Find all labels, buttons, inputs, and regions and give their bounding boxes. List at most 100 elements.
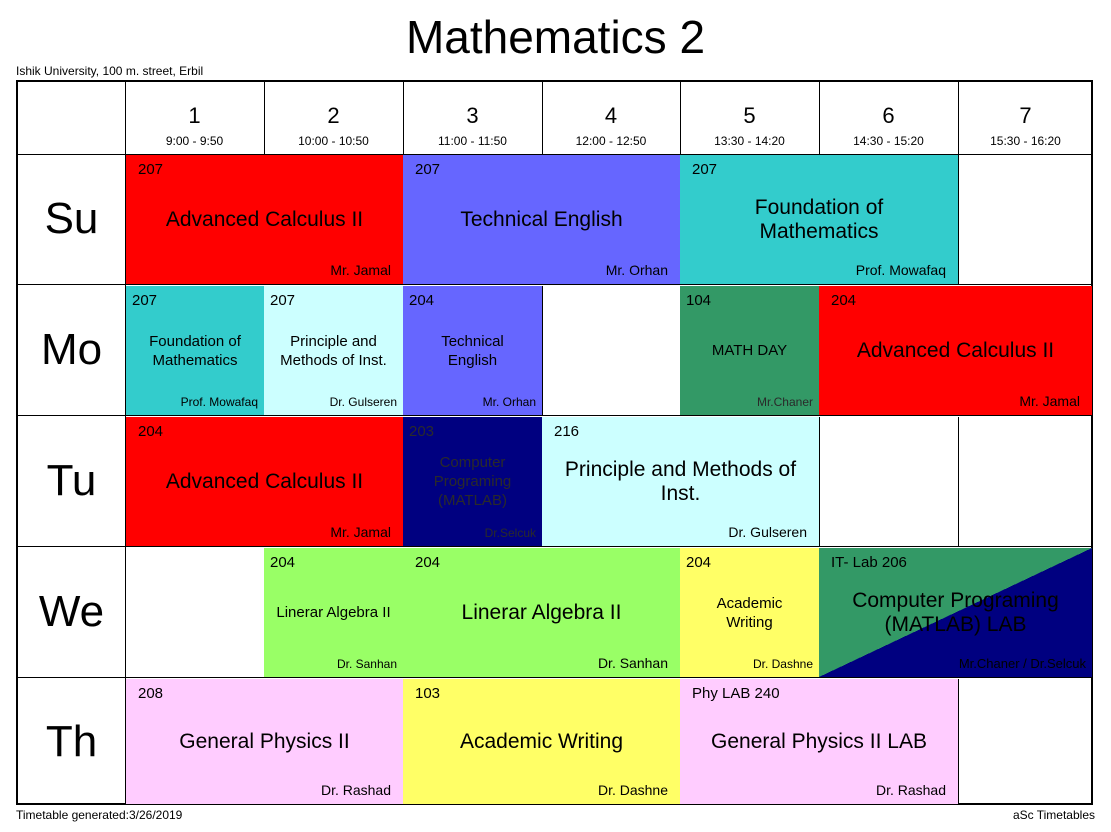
period-time: 10:00 - 10:50 — [298, 134, 369, 148]
period-2-header: 2 10:00 - 10:50 — [264, 82, 403, 154]
teacher-label: Mr.Chaner / Dr.Selcuk — [958, 656, 1086, 671]
room-label: IT- Lab 206 — [831, 554, 907, 571]
teacher-label: Mr. Jamal — [1019, 393, 1080, 409]
room-label: 204 — [686, 554, 712, 571]
subject-label: General Physics II — [179, 729, 350, 753]
teacher-label: Dr. Dashne — [752, 657, 813, 671]
lesson-card[interactable]: 208 General Physics II Dr. Rashad — [126, 679, 404, 805]
lesson-card[interactable]: 204 Technical English Mr. Orhan — [403, 286, 543, 416]
subject-label: Computer Programing (MATLAB) — [433, 454, 512, 509]
day-label-sunday: Su — [44, 194, 99, 243]
subject-label: Foundation of Mathematics — [149, 332, 241, 369]
room-label: 204 — [415, 554, 441, 571]
room-label: 204 — [270, 554, 296, 571]
lesson-card[interactable]: 207 Foundation of Mathematics Prof. Mowa… — [126, 286, 265, 416]
subject-label: Linerar Algebra II — [461, 600, 622, 624]
room-label: 207 — [270, 292, 296, 309]
room-label: 207 — [692, 161, 718, 178]
empty-slot — [819, 417, 959, 547]
room-label: 204 — [138, 423, 164, 440]
lesson-card[interactable]: 204 Linerar Algebra II Dr. Sanhan — [264, 548, 404, 678]
lesson-card[interactable]: Phy LAB 240 General Physics II LAB Dr. R… — [680, 679, 959, 805]
lesson-card[interactable]: 103 Academic Writing Dr. Dashne — [403, 679, 681, 805]
teacher-label: Prof. Mowafaq — [180, 395, 258, 409]
period-6-header: 6 14:30 - 15:20 — [819, 82, 958, 154]
subject-label: General Physics II LAB — [711, 729, 927, 753]
teacher-label: Dr. Rashad — [320, 782, 391, 798]
day-label-thursday: Th — [45, 716, 98, 766]
period-number: 6 — [882, 103, 895, 128]
period-number: 4 — [604, 103, 618, 128]
room-label: 203 — [409, 423, 435, 440]
period-time: 13:30 - 14:20 — [714, 134, 785, 148]
lesson-card[interactable]: 207 Advanced Calculus II Mr. Jamal — [126, 155, 404, 285]
period-number: 3 — [466, 103, 479, 128]
period-time: 11:00 - 11:50 — [438, 134, 507, 148]
period-4-header: 4 12:00 - 12:50 — [542, 82, 680, 154]
subject-label: Advanced Calculus II — [165, 469, 364, 493]
lesson-card[interactable]: IT- Lab 206 Computer Programing (MATLAB)… — [819, 548, 1093, 678]
period-time: 15:30 - 16:20 — [990, 134, 1061, 148]
room-label: 216 — [554, 423, 580, 440]
brand-label: aSc Timetables — [1012, 808, 1095, 822]
school-address: Ishik University, 100 m. street, Erbil — [16, 64, 204, 78]
room-label: 207 — [132, 292, 158, 309]
day-label-wednesday: We — [38, 587, 105, 636]
period-5-header: 5 13:30 - 14:20 — [680, 82, 819, 154]
teacher-label: Mr.Chaner — [756, 395, 813, 409]
empty-slot — [958, 417, 1093, 547]
teacher-label: Mr. Jamal — [330, 524, 391, 540]
empty-slot — [958, 155, 1093, 285]
subject-label: MATH DAY — [711, 342, 788, 359]
room-label: 204 — [409, 292, 435, 309]
generated-date: Timetable generated:3/26/2019 — [16, 808, 183, 822]
day-label-tuesday: Tu — [46, 456, 97, 505]
lesson-card[interactable]: 207 Foundation of Mathematics Prof. Mowa… — [680, 155, 959, 285]
period-number: 1 — [188, 103, 201, 128]
teacher-label: Dr. Sanhan — [336, 657, 397, 671]
empty-slot — [126, 548, 265, 678]
lesson-card[interactable]: 104 MATH DAY Mr.Chaner — [680, 286, 820, 416]
timetable-title: Mathematics 2 — [405, 11, 706, 63]
subject-label: Advanced Calculus II — [165, 207, 364, 231]
empty-slot — [958, 679, 1093, 805]
room-label: 204 — [831, 292, 857, 309]
room-label: 104 — [686, 292, 712, 309]
subject-label: Foundation of Mathematics — [754, 195, 884, 243]
teacher-label: Dr. Gulseren — [728, 524, 807, 540]
lesson-card[interactable]: 207 Technical English Mr. Orhan — [403, 155, 681, 285]
teacher-label: Prof. Mowafaq — [855, 262, 946, 278]
period-1-header: 1 9:00 - 9:50 — [125, 82, 264, 154]
teacher-label: Dr. Gulseren — [329, 395, 397, 409]
teacher-label: Dr. Dashne — [597, 782, 668, 798]
subject-label: Linerar Algebra II — [276, 604, 391, 621]
subject-label: Principle and Methods of Inst. — [280, 332, 387, 369]
subject-label: Principle and Methods of Inst. — [564, 457, 797, 505]
period-number: 7 — [1019, 103, 1032, 128]
lesson-card[interactable]: 204 Linerar Algebra II Dr. Sanhan — [403, 548, 681, 678]
subject-label: Academic Writing — [460, 729, 623, 753]
period-time: 12:00 - 12:50 — [575, 134, 647, 148]
subject-label: Technical English — [441, 332, 504, 369]
lesson-card[interactable]: 204 Advanced Calculus II Mr. Jamal — [819, 286, 1093, 416]
lesson-card[interactable]: 203 Computer Programing (MATLAB) Dr.Selc… — [403, 417, 543, 547]
room-label: 103 — [415, 685, 441, 702]
period-7-header: 7 15:30 - 16:20 — [958, 82, 1093, 154]
empty-slot — [542, 286, 681, 416]
teacher-label: Dr. Sanhan — [597, 655, 668, 671]
teacher-label: Dr.Selcuk — [484, 526, 536, 540]
room-label: 208 — [138, 685, 164, 702]
day-label-monday: Mo — [40, 325, 103, 374]
lesson-card[interactable]: 207 Principle and Methods of Inst. Dr. G… — [264, 286, 404, 416]
timetable-grid: 1 9:00 - 9:50 2 10:00 - 10:50 3 11:00 - 11:… — [16, 80, 1093, 805]
room-label: 207 — [415, 161, 441, 178]
teacher-label: Mr. Jamal — [330, 262, 391, 278]
lesson-card[interactable]: 204 Advanced Calculus II Mr. Jamal — [126, 417, 404, 547]
room-label: Phy LAB 240 — [692, 685, 780, 702]
lesson-card[interactable]: 216 Principle and Methods of Inst. Dr. G… — [542, 417, 820, 547]
period-time: 9:00 - 9:50 — [165, 134, 224, 148]
room-label: 207 — [138, 161, 164, 178]
lesson-card[interactable]: 204 Academic Writing Dr. Dashne — [680, 548, 820, 678]
subject-label: Computer Programing (MATLAB) LAB — [852, 588, 1059, 636]
subject-label: Technical English — [460, 207, 623, 231]
